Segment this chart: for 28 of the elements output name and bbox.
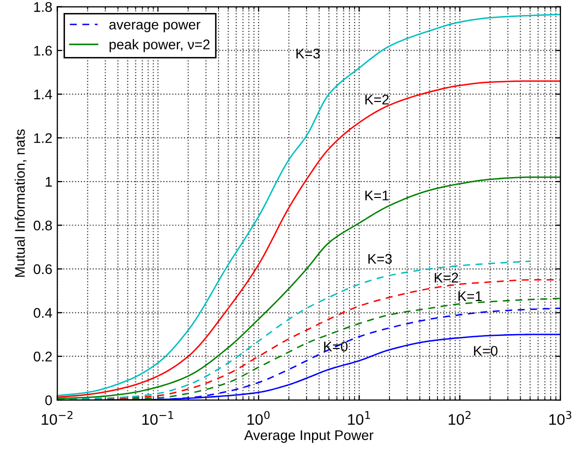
annotation: K=1 <box>365 190 389 200</box>
y-tick-label: 1.6 <box>34 46 52 56</box>
x-tick-label: 10$^{−1}$ <box>142 411 174 425</box>
x-tick-label: 10$^{0}$ <box>248 410 270 425</box>
y-tick-label: 1.2 <box>34 133 52 143</box>
annotation: K=2 <box>434 272 458 282</box>
annotation: K=3 <box>368 254 392 264</box>
y-tick-label: 0.4 <box>34 308 52 318</box>
x-tick-label: 10$^{−2}$ <box>42 410 72 425</box>
y-tick-label: 0.6 <box>34 264 52 274</box>
x-tick-label: 10$^{3}$ <box>549 410 572 425</box>
y-tick-label: 0.8 <box>34 220 52 230</box>
y-tick-label: 1.8 <box>34 2 52 12</box>
y-tick-label: 0 <box>45 395 52 406</box>
y-tick-label: 1.4 <box>34 90 52 100</box>
annotation: K=2 <box>365 94 389 104</box>
x-tick-label: 10$^{2}$ <box>448 410 470 425</box>
y-tick-label: 1 <box>46 177 52 187</box>
legend-label: peak power, ν=2 <box>110 39 210 52</box>
x-axis-title: Average Input Power <box>244 430 374 443</box>
annotation: K=1 <box>458 291 482 301</box>
annotation: K=0 <box>324 342 348 352</box>
annotation: K=0 <box>474 346 498 356</box>
legend-label: average power <box>109 22 200 32</box>
y-tick-label: 0.2 <box>34 352 52 362</box>
y-axis-title: Mutual Information, nats <box>14 129 27 277</box>
x-tick-label: 10$^{1}$ <box>348 411 370 425</box>
annotation: K=3 <box>296 48 320 58</box>
